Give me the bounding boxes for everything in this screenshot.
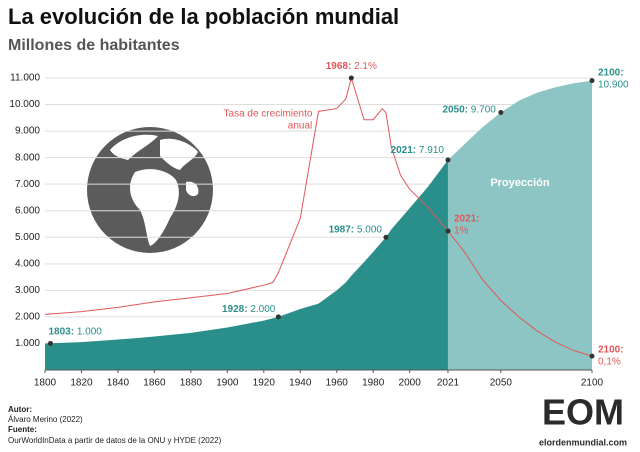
- projection-label: Proyección: [490, 177, 550, 189]
- annotation-point: [589, 353, 595, 359]
- logo-site: elordenmundial.com: [539, 437, 627, 447]
- x-tick-label: 1840: [107, 378, 130, 389]
- annotation-value: 2.000: [250, 304, 275, 315]
- y-tick-label: 1.000: [15, 338, 40, 349]
- y-tick-label: 10.000: [9, 99, 40, 110]
- annotation-year: 2050:: [442, 104, 468, 115]
- annotation-point: [498, 110, 504, 116]
- author-label: Autor:: [8, 405, 32, 414]
- x-tick-label: 2100: [581, 378, 604, 389]
- x-tick-label: 2050: [490, 378, 513, 389]
- y-tick-label: 3.000: [15, 285, 40, 296]
- population-area: [45, 160, 448, 370]
- y-tick-label: 4.000: [15, 258, 40, 269]
- annotation-year: 1987:: [329, 224, 355, 235]
- globe-icon: [87, 127, 213, 253]
- annotation-point: [589, 78, 595, 84]
- annotation-value: 10.900: [598, 79, 629, 90]
- x-tick-label: 2021: [437, 378, 460, 389]
- annotation-point: [275, 314, 281, 320]
- annotation-year: 1968:: [326, 61, 352, 72]
- annotation-value: 9.700: [471, 104, 496, 115]
- annotation-year: 1928:: [222, 304, 248, 315]
- annotation-point: [445, 157, 451, 163]
- annotation: 1968: 2.1%: [326, 61, 377, 72]
- y-tick-label: 5.000: [15, 232, 40, 243]
- x-tick-label: 2000: [399, 378, 422, 389]
- x-tick-label: 1940: [289, 378, 312, 389]
- author: Álvaro Merino (2022): [8, 415, 83, 424]
- annotation-point: [383, 234, 389, 240]
- x-tick-label: 1860: [143, 378, 166, 389]
- annotation-year: 1803:: [48, 326, 74, 337]
- growth-rate-line: [44, 76, 593, 357]
- annotation-year: 2021:: [391, 145, 417, 156]
- x-tick-label: 1980: [362, 378, 385, 389]
- annotation-point: [47, 340, 53, 346]
- y-tick-label: 9.000: [15, 126, 40, 137]
- projection-area: [447, 80, 592, 371]
- x-tick-label: 1920: [253, 378, 276, 389]
- annotation: 1987: 5.000: [329, 224, 383, 235]
- logo-mark: EOM: [542, 392, 624, 433]
- source: OurWorldInData a partir de datos de la O…: [8, 436, 222, 445]
- annotation-year: 2021:: [454, 214, 480, 225]
- chart-subtitle: Millones de habitantes: [8, 37, 180, 54]
- annotation-value: 2.1%: [354, 61, 377, 72]
- y-tick-label: 8.000: [15, 152, 40, 163]
- y-tick-label: 2.000: [15, 312, 40, 323]
- annotation-value: 5.000: [357, 224, 382, 235]
- plot-area: 1.000 2.000 3.000 4.000 5.000 6.000 7.000 8.000…: [9, 61, 629, 389]
- growth-rate-label: Tasa de crecimiento: [224, 109, 313, 120]
- x-tick-label: 1800: [34, 378, 57, 389]
- y-tick-label: 7.000: [15, 179, 40, 190]
- annotation: 1803: 1.000: [48, 326, 102, 337]
- annotation-value: 1.000: [77, 326, 102, 337]
- annotation: 1928: 2.000: [222, 304, 276, 315]
- annotation: 2021: 7.910: [391, 145, 445, 156]
- annotation-year: 2100:: [598, 345, 624, 356]
- x-tick-label: 1820: [70, 378, 93, 389]
- x-tick-label: 1960: [326, 378, 349, 389]
- annotation-value: 1%: [454, 226, 469, 237]
- source-label: Fuente:: [8, 425, 37, 434]
- annotation-point: [445, 228, 451, 234]
- x-tick-label: 1880: [180, 378, 203, 389]
- growth-rate-label: anual: [288, 121, 312, 132]
- y-tick-label: 11.000: [10, 73, 40, 84]
- annotation-value: 7.910: [419, 145, 444, 156]
- annotation-year: 2100:: [598, 67, 624, 78]
- annotation-value: 0,1%: [598, 357, 621, 368]
- annotation: 2050: 9.700: [442, 104, 496, 115]
- annotation-point: [348, 75, 354, 81]
- x-tick-label: 1900: [216, 378, 239, 389]
- chart-title: La evolución de la población mundial: [8, 4, 399, 29]
- y-tick-label: 6.000: [15, 205, 40, 216]
